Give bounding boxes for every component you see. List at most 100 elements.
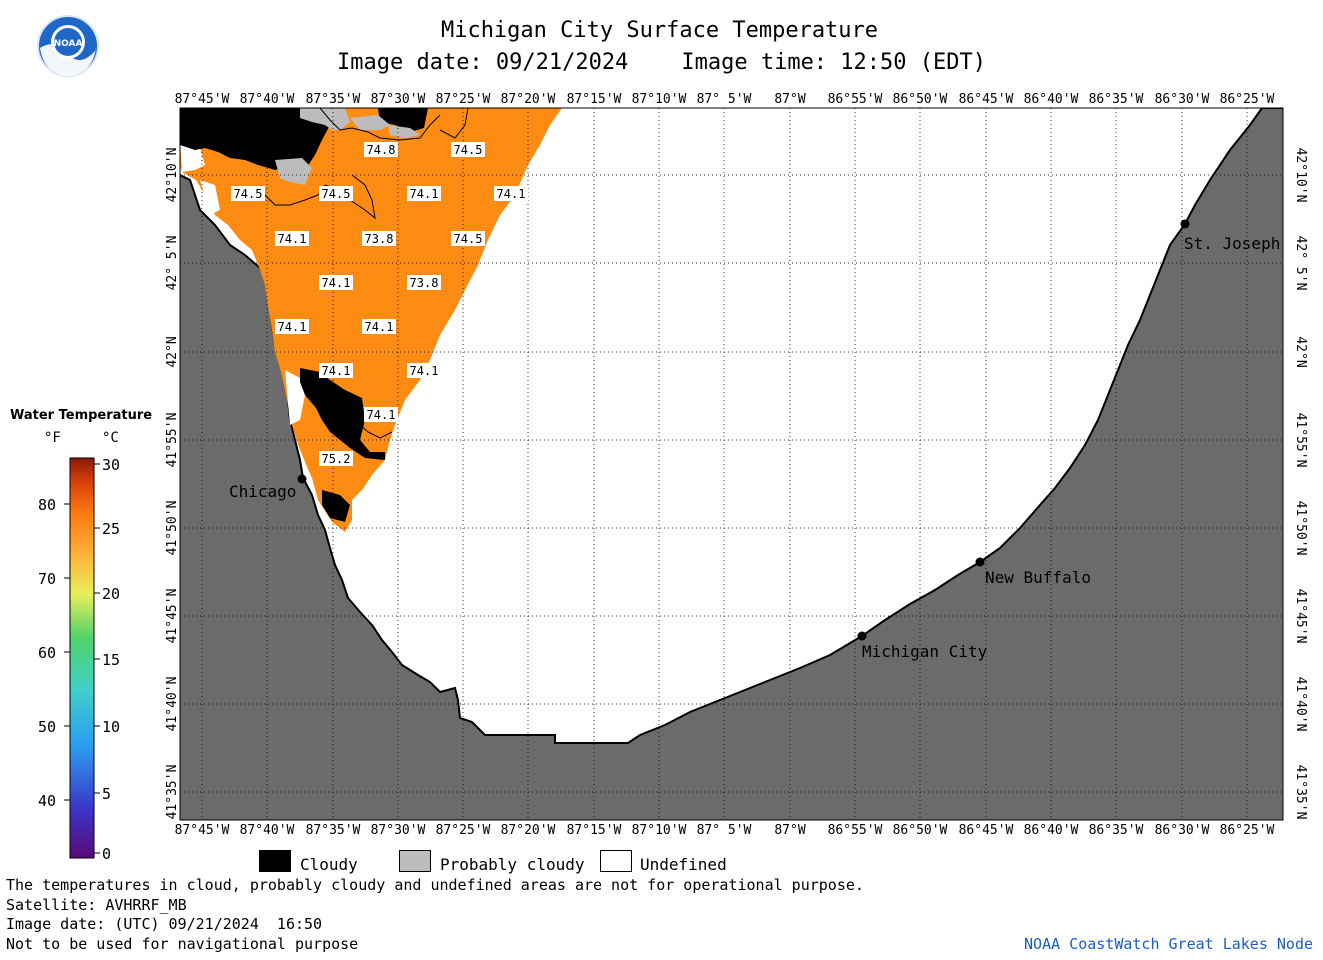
lat-label-left: 41°45'N bbox=[165, 589, 180, 644]
f-tick: 70 bbox=[38, 570, 56, 588]
lon-label-top: 86°55'W bbox=[828, 92, 883, 107]
lat-label-right: 41°40'N bbox=[1293, 677, 1308, 732]
temp-label: 74.8 bbox=[364, 142, 398, 157]
temp-label: 75.2 bbox=[319, 451, 353, 466]
temp-label: 74.1 bbox=[364, 407, 398, 422]
c-tick: 5 bbox=[102, 785, 111, 803]
lon-label-top: 87°20'W bbox=[501, 92, 556, 107]
temp-label: 74.1 bbox=[275, 319, 309, 334]
lat-labels: 42°10'N 42° 5'N 42°N 41°55'N 41°50'N 41°… bbox=[165, 148, 1308, 820]
svg-text:74.5: 74.5 bbox=[454, 143, 483, 157]
lon-label-top: 86°35'W bbox=[1089, 92, 1144, 107]
c-tick: 10 bbox=[102, 718, 120, 736]
disclaimer-text: The temperatures in cloud, probably clou… bbox=[6, 876, 864, 894]
lat-label-left: 42° 5'N bbox=[165, 236, 180, 291]
cloudy-swatch bbox=[259, 850, 291, 872]
lon-label-top: 87°W bbox=[774, 92, 805, 107]
lon-label-bottom: 87°40'W bbox=[240, 823, 295, 838]
temp-label: 74.5 bbox=[451, 231, 485, 246]
temp-label: 74.1 bbox=[494, 186, 528, 201]
svg-text:74.1: 74.1 bbox=[322, 364, 351, 378]
temp-label: 74.1 bbox=[362, 319, 396, 334]
place-label-chicago: Chicago bbox=[229, 482, 296, 501]
temp-label: 73.8 bbox=[407, 275, 441, 290]
lon-label-bottom: 86°40'W bbox=[1024, 823, 1079, 838]
lon-label-bottom: 86°30'W bbox=[1155, 823, 1210, 838]
svg-text:74.1: 74.1 bbox=[410, 187, 439, 201]
c-tick: 20 bbox=[102, 585, 120, 603]
lon-label-top: 86°50'W bbox=[893, 92, 948, 107]
svg-text:74.1: 74.1 bbox=[278, 232, 307, 246]
chicago-marker bbox=[297, 474, 307, 484]
lat-label-right: 41°35'N bbox=[1293, 765, 1308, 820]
satellite-info: Satellite: AVHRRF_MB bbox=[6, 896, 187, 914]
logo-text: NOAA bbox=[54, 39, 83, 49]
svg-text:75.2: 75.2 bbox=[322, 452, 351, 466]
lon-label-bottom: 86°50'W bbox=[893, 823, 948, 838]
temp-label: 74.1 bbox=[275, 231, 309, 246]
lat-label-right: 41°50'N bbox=[1293, 501, 1308, 556]
color-bar-labels: 80 70 60 50 40 30 25 20 15 10 5 0 bbox=[38, 456, 120, 863]
probably-cloudy-swatch bbox=[399, 850, 431, 872]
lon-label-top: 87°15'W bbox=[567, 92, 622, 107]
svg-text:74.5: 74.5 bbox=[454, 232, 483, 246]
c-tick: 30 bbox=[102, 456, 120, 474]
svg-text:74.5: 74.5 bbox=[322, 187, 351, 201]
f-tick: 80 bbox=[38, 496, 56, 514]
credit-text: NOAA CoastWatch Great Lakes Node bbox=[1024, 935, 1313, 953]
c-tick: 15 bbox=[102, 651, 120, 669]
place-label-michigan-city: Michigan City bbox=[862, 642, 988, 661]
cloud-area-north-2 bbox=[378, 108, 428, 132]
lat-label-right: 41°55'N bbox=[1293, 413, 1308, 468]
svg-text:74.5: 74.5 bbox=[234, 187, 263, 201]
svg-text:73.8: 73.8 bbox=[365, 232, 394, 246]
lon-label-bottom: 86°35'W bbox=[1089, 823, 1144, 838]
lon-label-top: 87°30'W bbox=[371, 92, 426, 107]
lon-label-top: 87°45'W bbox=[175, 92, 230, 107]
lon-label-top: 87° 5'W bbox=[697, 92, 752, 107]
lon-label-top: 86°40'W bbox=[1024, 92, 1079, 107]
f-tick: 60 bbox=[38, 644, 56, 662]
lat-label-left: 41°40'N bbox=[165, 677, 180, 732]
lon-label-bottom: 87°10'W bbox=[632, 823, 687, 838]
lon-label-top: 87°10'W bbox=[632, 92, 687, 107]
michigan-city-marker bbox=[857, 631, 867, 641]
lon-label-top: 86°45'W bbox=[959, 92, 1014, 107]
svg-text:74.1: 74.1 bbox=[497, 187, 526, 201]
undefined-label: Undefined bbox=[640, 855, 727, 874]
temp-label: 74.1 bbox=[319, 363, 353, 378]
f-tick: 40 bbox=[38, 792, 56, 810]
probably-cloudy-label: Probably cloudy bbox=[440, 855, 585, 874]
lon-label-top: 87°35'W bbox=[306, 92, 361, 107]
svg-text:74.1: 74.1 bbox=[322, 276, 351, 290]
lon-label-bottom: 87°20'W bbox=[501, 823, 556, 838]
map-title: Michigan City Surface Temperature bbox=[440, 18, 879, 43]
lat-label-right: 41°45'N bbox=[1293, 589, 1308, 644]
place-markers: St. Joseph Chicago New Buffalo Michigan … bbox=[229, 219, 1280, 661]
lon-label-top: 86°30'W bbox=[1155, 92, 1210, 107]
lon-label-bottom: 86°45'W bbox=[959, 823, 1014, 838]
cloud-area-chicago bbox=[300, 368, 385, 522]
lon-label-bottom: 87°45'W bbox=[175, 823, 230, 838]
boundary-lines bbox=[264, 108, 469, 439]
navigation-warning: Not to be used for navigational purpose bbox=[6, 935, 359, 953]
noaa-logo: NOAA bbox=[37, 15, 99, 77]
svg-text:74.8: 74.8 bbox=[367, 143, 396, 157]
lon-label-bottom: 87°W bbox=[774, 823, 805, 838]
lon-label-top: 86°25'W bbox=[1220, 92, 1275, 107]
lon-label-bottom: 87° 5'W bbox=[697, 823, 752, 838]
place-label-st-joseph: St. Joseph bbox=[1184, 234, 1280, 253]
lon-labels: 87°45'W 87°40'W 87°35'W 87°30'W 87°25'W … bbox=[175, 92, 1275, 838]
st-joseph-marker bbox=[1180, 219, 1190, 229]
svg-text:73.8: 73.8 bbox=[410, 276, 439, 290]
cloud-area-north bbox=[180, 108, 330, 170]
svg-text:74.1: 74.1 bbox=[365, 320, 394, 334]
temp-label: 74.5 bbox=[231, 186, 265, 201]
new-buffalo-marker bbox=[975, 557, 985, 567]
lat-label-left: 42°N bbox=[165, 336, 180, 367]
lon-label-bottom: 87°35'W bbox=[306, 823, 361, 838]
lon-label-top: 87°40'W bbox=[240, 92, 295, 107]
c-tick: 0 bbox=[102, 845, 111, 863]
lon-label-bottom: 87°25'W bbox=[436, 823, 491, 838]
